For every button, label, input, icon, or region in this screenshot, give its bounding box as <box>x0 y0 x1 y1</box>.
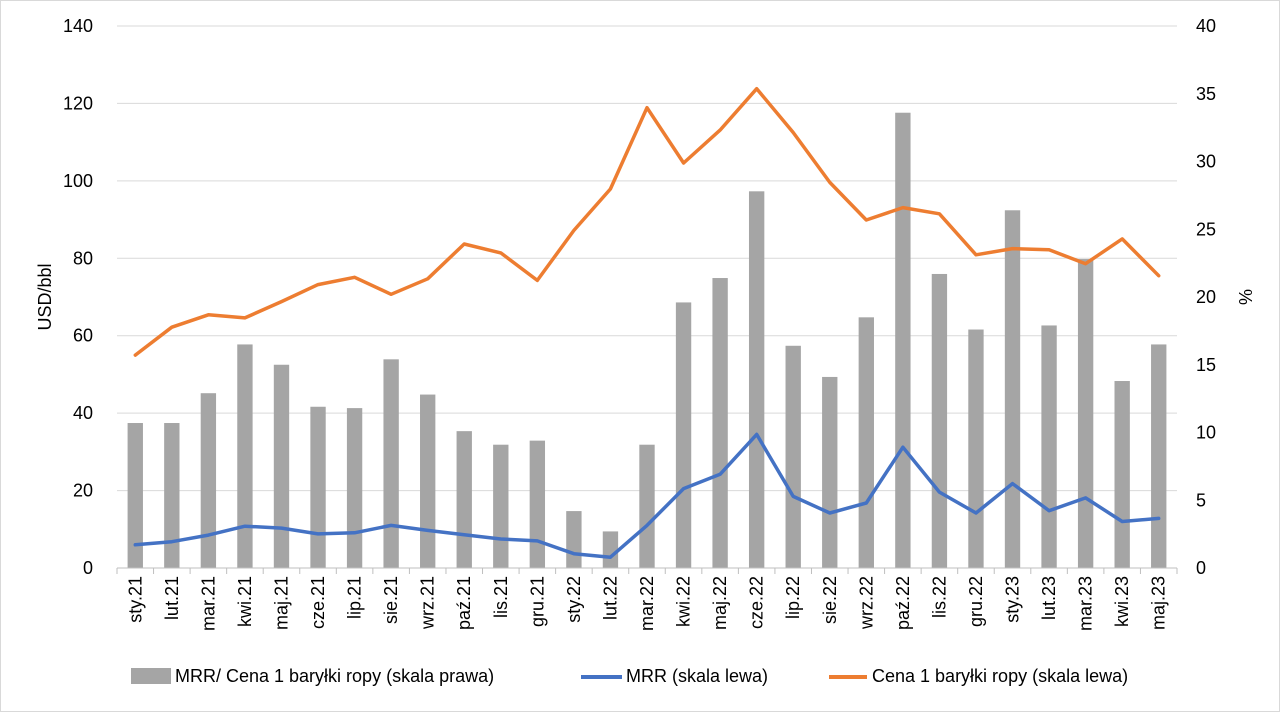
left-tick-label: 80 <box>73 248 93 268</box>
bar-mrr-ratio <box>273 364 290 568</box>
left-tick-label: 140 <box>63 16 93 36</box>
x-tick-label: maj.22 <box>710 576 730 630</box>
bar-mrr-ratio <box>858 317 874 568</box>
right-axis-label: % <box>1235 289 1255 305</box>
x-tick-label: sty.23 <box>1003 576 1023 623</box>
x-tick-label: sie.22 <box>820 576 840 624</box>
line-mrr <box>133 432 1161 559</box>
legend-price-label: Cena 1 baryłki ropy (skala lewa) <box>872 666 1128 686</box>
x-tick-label: lut.22 <box>600 576 620 620</box>
left-axis-label: USD/bbl <box>35 263 55 330</box>
x-tick-label: lip.22 <box>783 576 803 619</box>
x-tick-label: kwi.23 <box>1112 576 1132 627</box>
line-series <box>133 86 1161 559</box>
bar-mrr-ratio <box>200 393 217 568</box>
bar-mrr-ratio <box>675 302 692 568</box>
x-tick-label: lip.21 <box>345 576 365 619</box>
bar-mrr-ratio <box>1114 381 1130 568</box>
bar-mrr-ratio <box>456 431 472 568</box>
left-tick-label: 100 <box>63 171 93 191</box>
x-tick-label: kwi.21 <box>235 576 255 627</box>
x-tick-label: lut.23 <box>1039 576 1059 620</box>
bar-mrr-ratio <box>127 423 143 568</box>
right-tick-label: 25 <box>1196 219 1216 239</box>
right-tick-label: 10 <box>1196 423 1216 443</box>
x-tick-label: wrz.21 <box>418 576 438 630</box>
bar-mrr-ratio <box>712 278 728 568</box>
right-tick-label: 0 <box>1196 558 1206 578</box>
x-tick-label: paź.21 <box>454 576 474 630</box>
gridlines <box>117 25 1177 492</box>
x-tick-label: gru.21 <box>527 576 547 627</box>
axes: 0 20 40 60 80 100 120 140 0 5 10 15 20 25 30 35 40 sty.21… <box>63 16 1216 631</box>
bar-mrr-ratio <box>310 406 326 568</box>
x-tick-label: paź.22 <box>893 576 913 630</box>
x-tick-label: lis.21 <box>491 576 511 618</box>
right-tick-label: 15 <box>1196 355 1216 375</box>
bar-mrr-ratio <box>968 329 984 568</box>
x-tick-label: sty.21 <box>125 576 145 623</box>
bar-mrr-ratio <box>420 394 436 568</box>
line-oil-price <box>133 86 1161 357</box>
bar-mrr-ratio <box>566 511 582 568</box>
bar-mrr-ratio <box>748 191 765 568</box>
x-tick-label: lut.21 <box>162 576 182 620</box>
bar-mrr-ratio <box>602 531 619 568</box>
legend-bar-label: MRR/ Cena 1 baryłki ropy (skala prawa) <box>175 666 494 686</box>
bar-mrr-ratio <box>1004 210 1021 568</box>
right-tick-label: 20 <box>1196 287 1216 307</box>
right-tick-label: 40 <box>1196 16 1216 36</box>
right-tick-label: 5 <box>1196 490 1206 510</box>
x-tick-label: lis.22 <box>929 576 949 618</box>
bar-mrr-ratio <box>895 112 911 568</box>
x-tick-label: gru.22 <box>966 576 986 627</box>
bar-mrr-ratio <box>822 376 838 568</box>
bar-mrr-ratio <box>931 273 948 568</box>
left-tick-label: 120 <box>63 93 93 113</box>
x-tick-label: mar.21 <box>198 576 218 631</box>
x-tick-label: kwi.22 <box>674 576 694 627</box>
bar-mrr-ratio <box>785 345 801 568</box>
x-tick-label: sty.22 <box>564 576 584 623</box>
x-tick-label: mar.22 <box>637 576 657 631</box>
legend-bar-swatch <box>131 668 171 684</box>
bar-mrr-ratio <box>346 408 363 568</box>
left-tick-label: 0 <box>83 558 93 578</box>
left-tick-label: 60 <box>73 326 93 346</box>
right-tick-label: 30 <box>1196 152 1216 172</box>
legend-mrr-label: MRR (skala lewa) <box>626 666 768 686</box>
bar-mrr-ratio <box>237 344 253 568</box>
x-tick-label: wrz.22 <box>856 576 876 630</box>
bar-mrr-ratio <box>1041 325 1057 568</box>
legend: MRR/ Cena 1 baryłki ropy (skala prawa) M… <box>131 666 1128 686</box>
right-tick-label: 35 <box>1196 84 1216 104</box>
left-tick-label: 40 <box>73 403 93 423</box>
bar-mrr-ratio <box>164 423 180 568</box>
left-tick-label: 20 <box>73 481 93 501</box>
x-tick-label: cze.22 <box>747 576 767 629</box>
x-tick-label: mar.23 <box>1076 576 1096 631</box>
x-tick-label: cze.21 <box>308 576 328 629</box>
bar-mrr-ratio <box>639 444 655 568</box>
bar-mrr-ratio <box>1151 344 1167 568</box>
bar-mrr-ratio <box>493 444 509 568</box>
bar-mrr-ratio <box>1077 259 1094 568</box>
x-tick-label: sie.21 <box>381 576 401 624</box>
x-tick-label: maj.23 <box>1149 576 1169 630</box>
bar-mrr-ratio <box>529 440 546 568</box>
x-tick-label: maj.21 <box>271 576 291 630</box>
bar-mrr-ratio <box>383 359 399 568</box>
